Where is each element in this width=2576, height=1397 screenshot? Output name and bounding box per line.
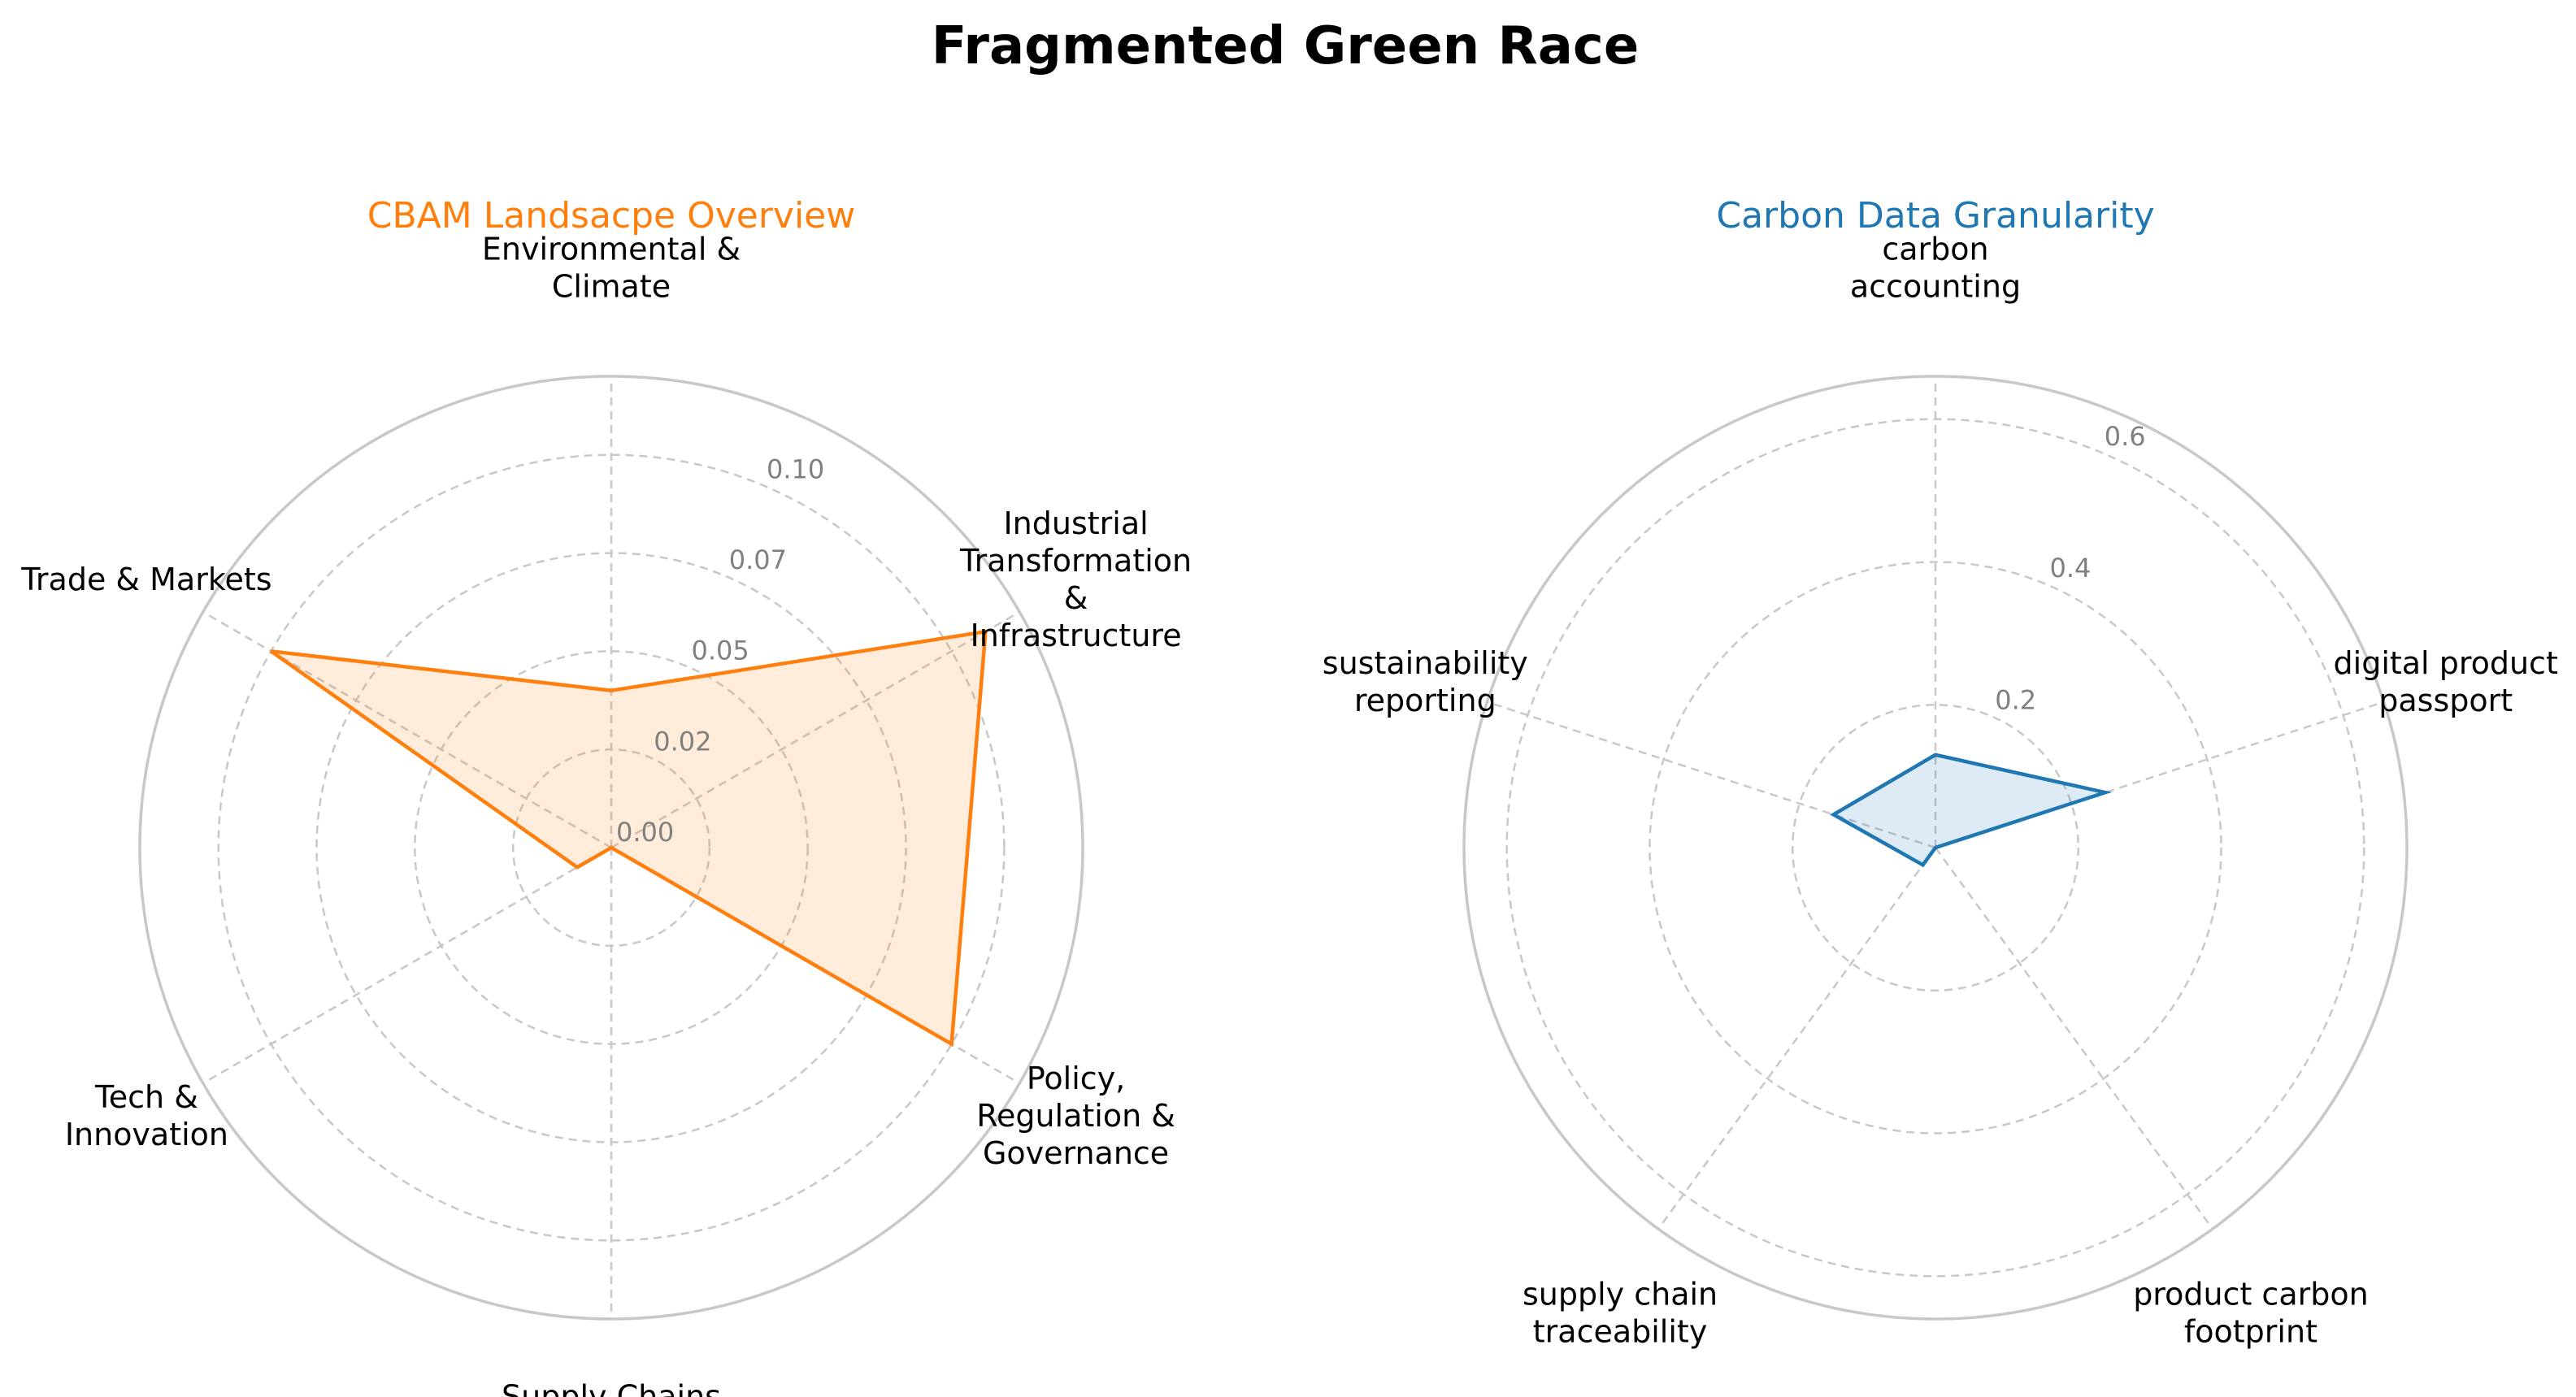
radial-tick-label: 0.6 xyxy=(2105,421,2146,452)
category-label: Industrial Transformation & Infrastructure xyxy=(959,505,1192,653)
radial-tick-label: 0.10 xyxy=(767,453,824,484)
category-label: Environmental & Climate xyxy=(482,232,741,305)
category-label-line: Climate xyxy=(552,269,671,305)
chart-title: CBAM Landsacpe Overview xyxy=(367,195,855,236)
category-label-line: digital product xyxy=(2334,645,2558,681)
category-label: Tech & Innovation xyxy=(65,1079,228,1152)
category-label-line: passport xyxy=(2378,683,2513,718)
spoke-line xyxy=(1487,701,1936,849)
category-label: carbon accounting xyxy=(1850,232,2021,305)
spoke-line xyxy=(1657,847,1937,1230)
category-label-line: & xyxy=(1064,580,1088,616)
radial-tick-label: 0.2 xyxy=(1995,685,2036,716)
radial-tick-label: 0.07 xyxy=(729,544,787,575)
radial-tick-label: 0.02 xyxy=(654,726,711,757)
category-label-line: carbon xyxy=(1882,232,1988,267)
category-label: Supply Chains xyxy=(502,1379,721,1397)
grid-circle xyxy=(217,453,1006,1242)
category-label-line: Tech & xyxy=(94,1079,198,1115)
radar-chart-cbam-landscape: CBAM Landsacpe Overview 0.00 0.02 0.05 0.07… xyxy=(20,195,1192,1397)
category-label-line: Infrastructure xyxy=(971,618,1182,653)
category-label: Trade & Markets xyxy=(20,562,272,597)
category-label-line: sustainability xyxy=(1323,645,1528,681)
category-label-line: footprint xyxy=(2184,1313,2318,1349)
category-label-line: Trade & Markets xyxy=(20,562,272,597)
spoke-line xyxy=(610,610,1020,849)
category-label-line: supply chain xyxy=(1523,1276,1718,1312)
category-label-line: product carbon xyxy=(2133,1276,2369,1312)
grid-circle xyxy=(1649,561,2222,1135)
category-label-line: Innovation xyxy=(65,1117,228,1152)
spoke-line xyxy=(1935,701,2384,849)
category-label: product carbon footprint xyxy=(2133,1276,2369,1349)
spoke-line xyxy=(202,846,612,1085)
category-label-line: Regulation & xyxy=(976,1098,1175,1134)
category-label-line: traceability xyxy=(1533,1313,1708,1349)
spoke-line xyxy=(1934,847,2213,1230)
category-label-line: Industrial xyxy=(1003,505,1148,541)
radial-tick-label: 0.05 xyxy=(691,636,749,666)
category-label-line: accounting xyxy=(1850,269,2021,305)
category-label: digital product passport xyxy=(2334,645,2558,718)
category-label-line: Transformation xyxy=(959,543,1192,579)
category-label: supply chain traceability xyxy=(1523,1276,1718,1349)
series-line xyxy=(1830,753,2113,868)
category-label-line: Governance xyxy=(983,1135,1169,1171)
series-area xyxy=(1833,754,2105,866)
category-label-line: Supply Chains xyxy=(502,1379,721,1397)
radial-tick-label: 0.00 xyxy=(616,817,674,848)
grid-circle xyxy=(1791,703,2080,992)
series-line xyxy=(270,629,988,1048)
category-label: sustainability reporting xyxy=(1323,645,1528,718)
category-label-line: Environmental & xyxy=(482,232,741,267)
category-label-line: reporting xyxy=(1354,683,1497,718)
series-area xyxy=(271,631,986,1044)
category-label: Policy, Regulation & Governance xyxy=(976,1061,1175,1171)
figure-title: Fragmented Green Race xyxy=(932,16,1640,76)
chart-title: Carbon Data Granularity xyxy=(1716,195,2154,236)
category-label-line: Policy, xyxy=(1027,1061,1125,1096)
radial-tick-label: 0.4 xyxy=(2050,553,2092,584)
radar-chart-carbon-data-granularity: Carbon Data Granularity 0.2 0.4 0.6 carbon a… xyxy=(1323,195,2558,1349)
